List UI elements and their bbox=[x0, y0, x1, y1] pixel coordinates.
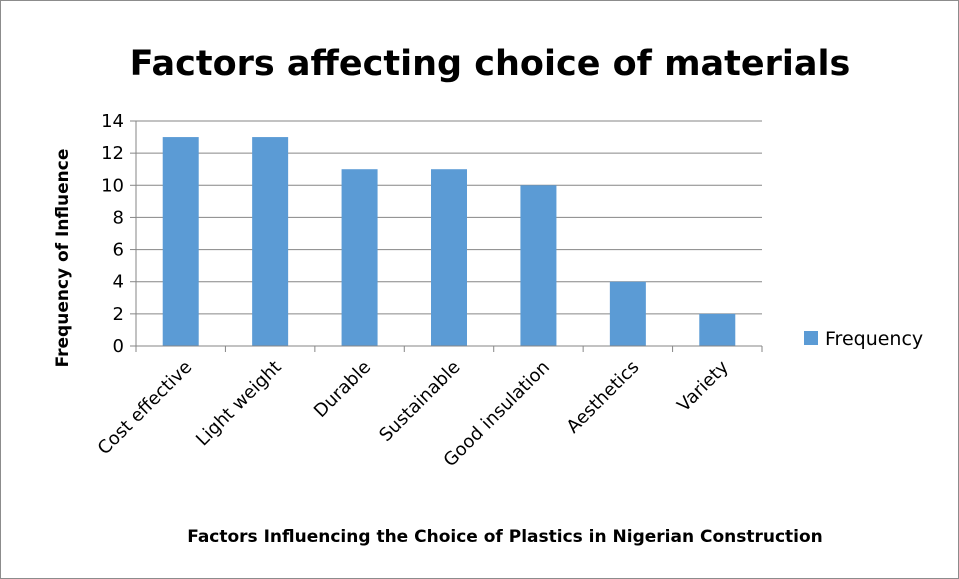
x-category-label: Cost effective bbox=[94, 357, 197, 460]
bar bbox=[252, 137, 289, 346]
x-category-label: Aesthetics bbox=[563, 357, 644, 438]
y-axis-title: Frequency of Influence bbox=[53, 149, 73, 368]
y-tick-label: 2 bbox=[113, 304, 124, 325]
bar bbox=[431, 169, 467, 346]
legend-label-frequency: Frequency bbox=[825, 328, 923, 350]
chart-title: Factors affecting choice of materials bbox=[130, 44, 851, 84]
bar bbox=[609, 281, 646, 346]
bar bbox=[341, 169, 378, 346]
y-tick-label: 14 bbox=[101, 111, 124, 132]
y-tick-label: 8 bbox=[113, 207, 124, 228]
y-tick-label: 0 bbox=[113, 336, 124, 357]
y-tick-label: 6 bbox=[113, 240, 124, 261]
bar bbox=[520, 185, 557, 346]
bars bbox=[162, 137, 736, 346]
y-tick-label: 10 bbox=[101, 175, 124, 196]
y-tick-label: 4 bbox=[113, 272, 124, 293]
y-tick-label: 12 bbox=[101, 143, 124, 164]
y-tick-labels: 0 2 4 6 8 10 12 14 bbox=[101, 111, 124, 357]
x-category-label: Sustainable bbox=[375, 357, 464, 446]
bar bbox=[162, 137, 199, 346]
x-category-label: Variety bbox=[673, 356, 733, 416]
x-category-label: Light weight bbox=[192, 357, 286, 451]
x-category-label: Durable bbox=[310, 357, 375, 422]
x-axis-title: Factors Influencing the Choice of Plasti… bbox=[187, 527, 823, 547]
bar bbox=[699, 313, 736, 346]
legend-swatch-frequency bbox=[804, 331, 818, 345]
legend: Frequency bbox=[804, 328, 923, 350]
axes bbox=[130, 120, 763, 352]
